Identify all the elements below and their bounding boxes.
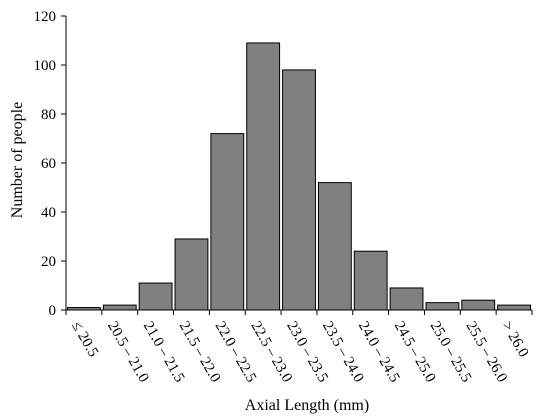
bar-11 <box>461 299 496 311</box>
bars-group <box>67 42 531 311</box>
bar-10 <box>425 302 460 311</box>
bar-9 <box>389 287 424 311</box>
bar-8 <box>353 250 388 311</box>
bar-6 <box>282 69 316 311</box>
bar-5 <box>246 42 281 311</box>
bar-1 <box>102 304 137 311</box>
bar-4 <box>210 133 245 311</box>
y-axis-ticks: 0 20 40 60 80 100 120 <box>34 9 66 319</box>
bar-7 <box>317 182 352 311</box>
x-axis-label: Axial Length (mm) <box>245 397 369 414</box>
bar-2 <box>138 282 173 311</box>
y-tick-label: 80 <box>41 107 56 123</box>
x-axis-ticks: ≤ 20.5 20.5 – 21.021.0 – 21.521.5 – 22.02… <box>65 310 533 385</box>
y-tick-label: 100 <box>34 58 57 74</box>
y-tick-label: 120 <box>34 9 57 25</box>
x-tick-label: > 26.0 <box>498 319 531 360</box>
bar-12 <box>497 304 531 311</box>
y-tick-label: 20 <box>41 254 56 270</box>
y-tick-label: 0 <box>49 303 57 319</box>
y-axis-label: Number of people <box>9 102 26 218</box>
x-tick-label: ≤ 20.5 <box>68 319 101 360</box>
y-tick-label: 40 <box>41 205 56 221</box>
y-tick-label: 60 <box>41 156 56 172</box>
bar-3 <box>174 238 209 311</box>
